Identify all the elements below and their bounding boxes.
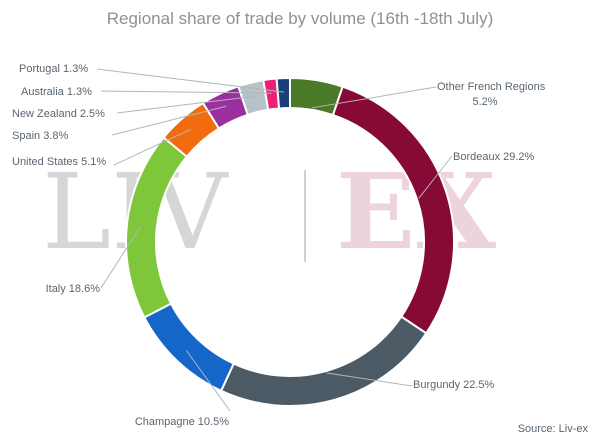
slice-burgundy <box>219 315 428 407</box>
slice-portugal <box>275 76 291 110</box>
leader-portugal <box>96 68 284 93</box>
leader-new-zealand <box>116 95 255 114</box>
label-new-zealand: New Zealand 2.5% <box>12 108 105 120</box>
leader-spain <box>111 105 227 136</box>
leader-australia <box>100 90 272 94</box>
label-burgundy: Burgundy 22.5% <box>413 379 495 391</box>
label-other-french-regions: Other French Regions 5.2% <box>437 81 546 108</box>
slice-champagne <box>142 302 236 393</box>
donut-slices <box>125 76 455 407</box>
label-bordeaux: Bordeaux 29.2% <box>453 151 535 163</box>
label-champagne: Champagne 10.5% <box>135 416 229 428</box>
slice-labels: Other French Regions 5.2% Bordeaux 29.2% Bu… <box>12 63 546 428</box>
label-united-states: United States 5.1% <box>12 156 106 168</box>
label-australia: Australia 1.3% <box>21 86 92 98</box>
leader-champagne <box>185 350 231 412</box>
leader-burgundy <box>326 372 413 387</box>
leader-united-states <box>113 128 192 166</box>
chart-title: Regional share of trade by volume (16th … <box>106 9 494 28</box>
label-leader-lines <box>96 68 453 412</box>
label-portugal: Portugal 1.3% <box>19 63 88 75</box>
leader-italy <box>100 225 142 289</box>
label-italy: Italy 18.6% <box>46 283 101 295</box>
leader-other-french-regions <box>312 86 437 109</box>
label-spain: Spain 3.8% <box>12 130 68 142</box>
leader-bordeaux <box>418 155 453 199</box>
source-note: Source: Liv-ex <box>517 423 588 435</box>
